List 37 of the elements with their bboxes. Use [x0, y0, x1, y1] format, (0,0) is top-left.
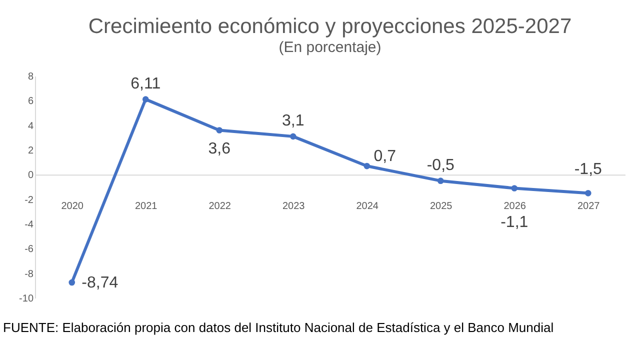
y-tick-label: -10 [19, 294, 34, 304]
point [68, 279, 76, 286]
data-label: 6,11 [130, 75, 161, 92]
x-tick-label: 2025 [430, 201, 453, 212]
point [437, 178, 444, 184]
data-label: -1,1 [500, 214, 528, 232]
y-tick-label: -2 [24, 194, 34, 206]
y-tick-label: -8 [24, 268, 34, 280]
x-tick-label: 2020 [61, 201, 84, 212]
data-label: 0,7 [374, 148, 396, 166]
data-label: -1,5 [574, 161, 602, 178]
x-tick-label: 2021 [135, 201, 158, 212]
point [584, 190, 592, 196]
point [511, 185, 518, 192]
x-tick-label: 2024 [356, 201, 379, 212]
y-tick-label: 6 [28, 96, 34, 108]
x-tick-label: 2027 [578, 201, 600, 212]
source-note: FUENTE: Elaboración propia con datos del Instituto Nacional de Estadística y el Banco Mundial [3, 320, 554, 335]
data-label: 3,6 [208, 140, 231, 158]
y-tick-label: 0 [28, 170, 34, 182]
data-label: -8,74 [82, 274, 118, 292]
x-tick-label: 2023 [282, 201, 306, 212]
y-tick-label: -6 [24, 244, 34, 256]
point [216, 127, 223, 134]
point [142, 96, 149, 102]
y-tick-label: 4 [28, 120, 34, 132]
y-tick-label: 2 [28, 146, 34, 156]
point [364, 162, 370, 170]
y-tick-label: -4 [24, 220, 34, 230]
chart-title: Crecimieento económico y proyecciones 2025-2027 [88, 15, 572, 38]
point [290, 133, 296, 140]
y-tick-label: 8 [28, 72, 34, 82]
x-tick-label: 2022 [208, 201, 232, 212]
chart-subtitle: (En porcentaje) [278, 39, 382, 56]
x-tick-label: 2026 [504, 201, 526, 212]
data-label: 3,1 [282, 112, 304, 130]
data-label: -0,5 [426, 156, 455, 174]
